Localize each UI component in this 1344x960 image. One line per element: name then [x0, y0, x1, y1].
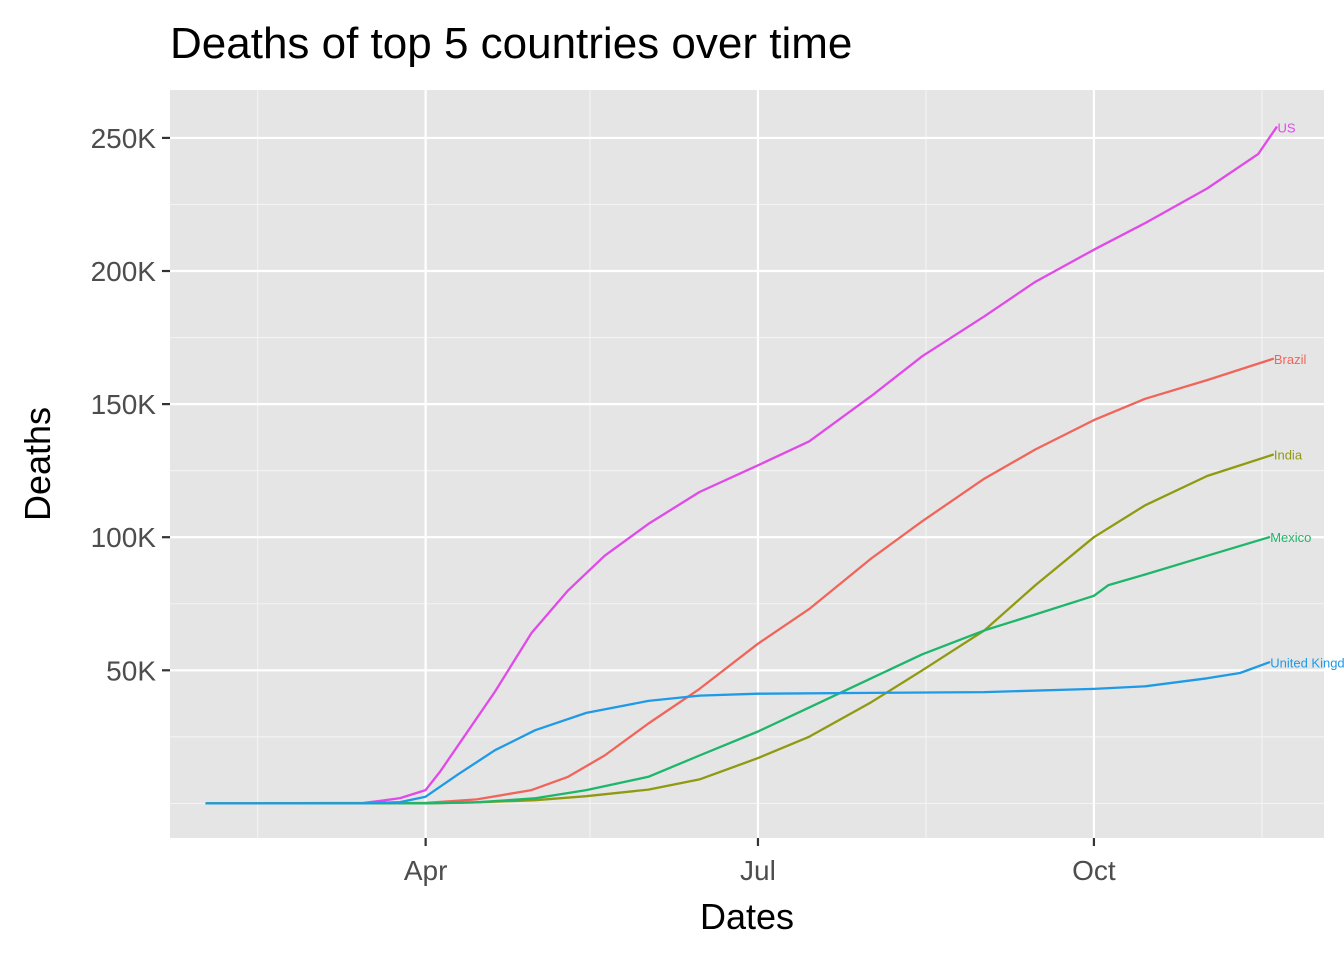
- series-label-india: India: [1274, 448, 1303, 463]
- y-tick-label: 150K: [91, 389, 157, 420]
- series-labels: US Brazil India Mexico United Kingdom: [1270, 120, 1344, 670]
- x-axis: Apr Jul Oct: [404, 838, 1116, 886]
- series-label-brazil: Brazil: [1274, 352, 1307, 367]
- series-line-us: [205, 126, 1278, 805]
- y-tick-label: 250K: [91, 123, 157, 154]
- minor-gridlines-y: [170, 203, 1324, 804]
- plot-panel: [170, 90, 1324, 838]
- series-line-brazil: [205, 357, 1275, 805]
- y-tick-label: 50K: [106, 655, 156, 686]
- series-line-india: [205, 453, 1275, 805]
- y-axis-title: Deaths: [17, 407, 58, 521]
- y-tick-label: 100K: [91, 522, 157, 553]
- chart-title: Deaths of top 5 countries over time: [170, 19, 852, 68]
- x-tick-label: Jul: [740, 855, 776, 886]
- series-lines: [205, 126, 1278, 805]
- series-line-united-kingdom: [205, 661, 1271, 805]
- series-label-us: US: [1278, 120, 1296, 135]
- x-tick-label: Oct: [1072, 855, 1116, 886]
- series-label-mexico: Mexico: [1270, 530, 1311, 545]
- y-tick-label: 200K: [91, 256, 157, 287]
- y-axis: 50K 100K 150K 200K 250K: [91, 123, 170, 686]
- x-tick-label: Apr: [404, 855, 448, 886]
- x-axis-title: Dates: [700, 896, 794, 937]
- series-label-united-kingdom: United Kingdom: [1270, 655, 1344, 670]
- major-gridlines-x: [424, 90, 1096, 838]
